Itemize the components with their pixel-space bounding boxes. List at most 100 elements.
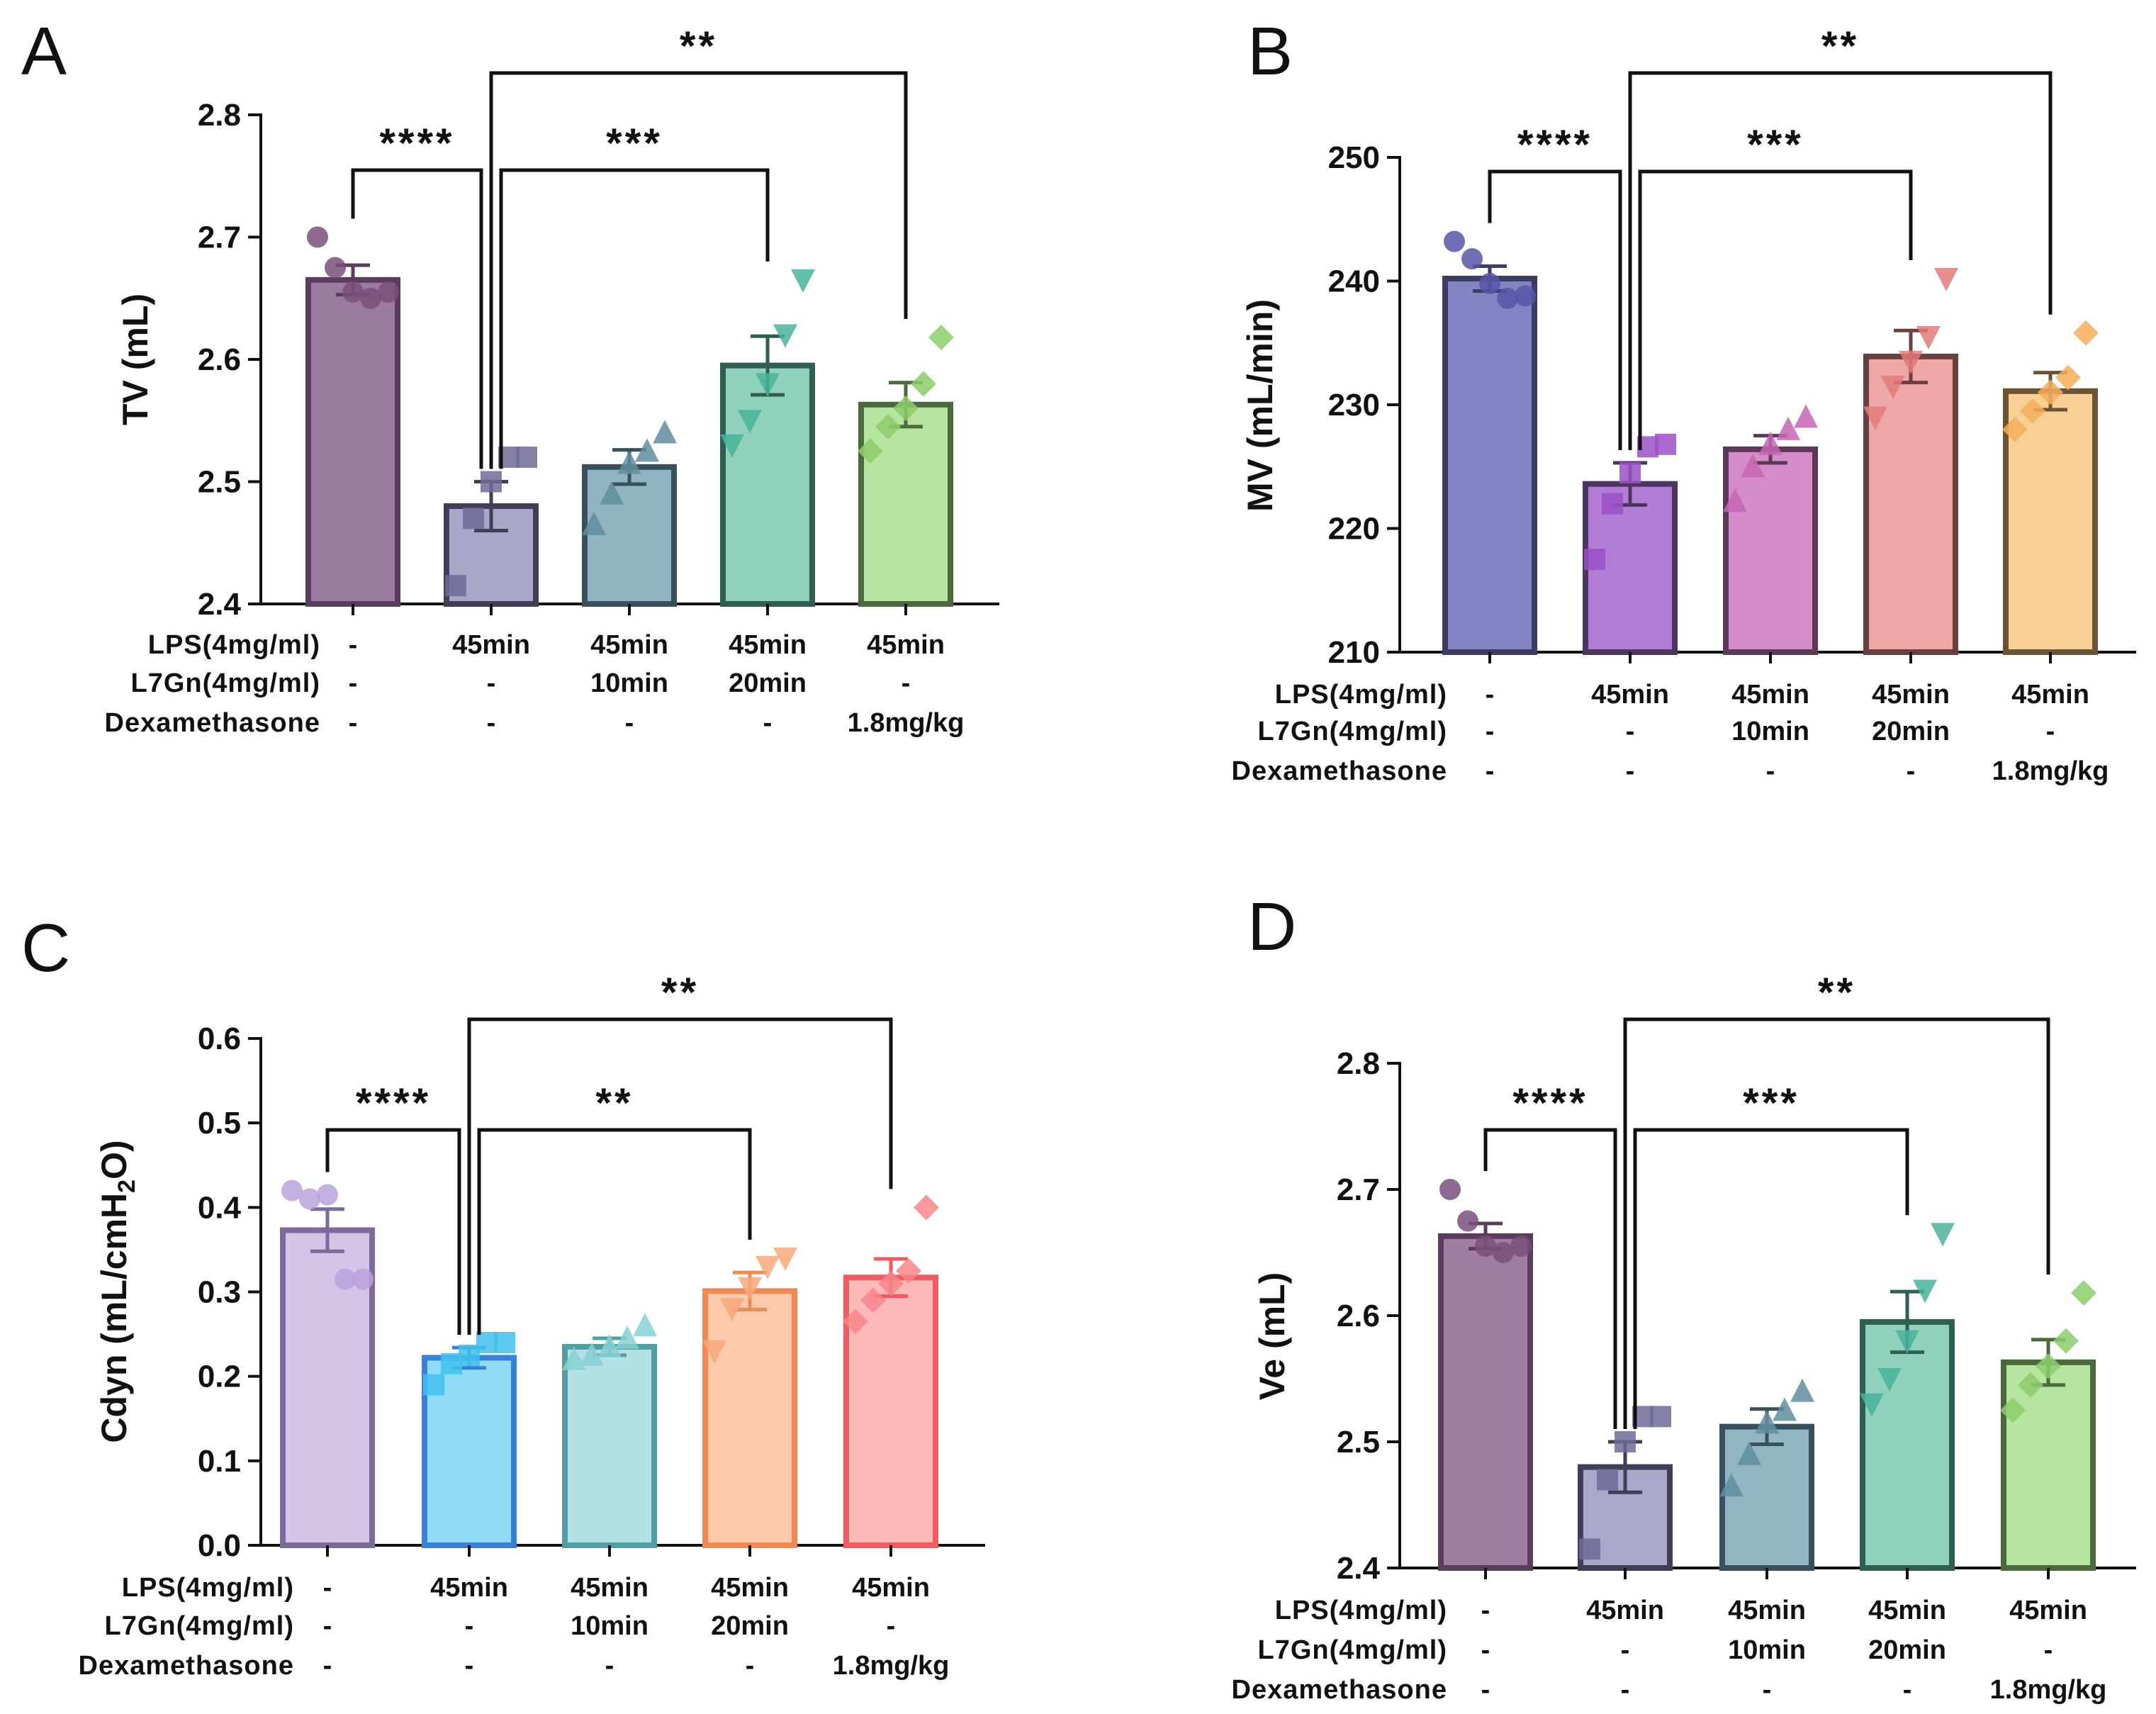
data-point (878, 1270, 904, 1296)
bracket-line (1483, 1128, 1617, 1429)
y-tick-label: 0.5 (198, 1106, 241, 1141)
y-tick-label: 0.1 (198, 1444, 241, 1479)
panel-b: BMV (mL/min)210220230240250---45min--45m… (1232, 13, 2136, 786)
bar-group-1: - - - (280, 1180, 375, 1681)
significance-label: ** (1818, 970, 1855, 1016)
condition-l7gn: 10min (1728, 1635, 1806, 1665)
data-point (1479, 272, 1500, 294)
condition-dexamethasone: - (1907, 756, 1916, 786)
data-point (1584, 549, 1605, 571)
condition-lps: - (1481, 1596, 1490, 1625)
condition-row-label: Dexamethasone (105, 708, 320, 738)
panel-letter: D (1247, 889, 1296, 965)
y-tick-label: 2.5 (1337, 1425, 1380, 1460)
condition-lps: 45min (1591, 680, 1669, 710)
bar (562, 1343, 657, 1549)
condition-dexamethasone: - (763, 708, 773, 738)
data-point (299, 1188, 320, 1210)
data-point (481, 471, 502, 493)
data-point (600, 481, 624, 505)
y-tick-label: 2.5 (198, 465, 241, 500)
data-point (653, 420, 677, 444)
y-tick-label: 240 (1328, 264, 1380, 299)
data-point (1439, 1179, 1461, 1200)
condition-dexamethasone: - (1903, 1675, 1912, 1705)
y-tick-label: 2.6 (198, 342, 241, 377)
data-point (2020, 398, 2045, 424)
data-point (1475, 1236, 1496, 1258)
bracket-line (477, 1128, 752, 1335)
condition-l7gn: - (487, 668, 496, 698)
panel-letter: C (21, 910, 70, 986)
condition-dexamethasone: - (1481, 1675, 1490, 1705)
condition-lps: 45min (852, 1573, 930, 1603)
bracket-line (499, 168, 770, 469)
data-point (720, 1298, 744, 1322)
y-tick-label: 0.3 (198, 1275, 241, 1310)
significance-label: **** (379, 121, 454, 167)
condition-dexamethasone: - (1486, 756, 1495, 786)
significance-label: ** (680, 23, 717, 69)
bar (858, 401, 953, 607)
data-point (1719, 1473, 1744, 1497)
data-point (738, 410, 762, 434)
data-point (633, 1313, 657, 1337)
data-point (463, 508, 484, 530)
y-axis-label: MV (mL/min) (1240, 299, 1280, 512)
data-point (928, 324, 954, 350)
condition-lps: 45min (1872, 680, 1950, 710)
data-point (2018, 1372, 2043, 1398)
data-point (860, 1287, 886, 1313)
data-point (2053, 1328, 2079, 1354)
data-point (1863, 406, 1887, 430)
y-axis-label: Ve (mL) (1252, 1272, 1292, 1401)
significance-label: ** (1821, 23, 1859, 69)
condition-row-label: Dexamethasone (1232, 756, 1447, 786)
data-point (1773, 1397, 1797, 1421)
condition-dexamethasone: - (746, 1651, 755, 1681)
y-tick-label: 2.4 (198, 587, 242, 622)
significance-bracket-1: **** (351, 121, 483, 469)
data-point (1741, 454, 1765, 478)
panel-letter: B (1247, 13, 1293, 89)
y-tick-label: 210 (1328, 635, 1380, 670)
condition-row-label: L7Gn(4mg/ml) (1258, 717, 1447, 746)
condition-dexamethasone: - (1621, 1675, 1630, 1705)
bar (305, 276, 400, 607)
significance-bracket-3: ** (1628, 23, 2053, 451)
data-point (896, 1258, 921, 1284)
data-point (635, 438, 659, 462)
data-point (1931, 1223, 1955, 1247)
condition-row-label: L7Gn(4mg/ml) (1258, 1635, 1447, 1665)
condition-lps: 45min (452, 630, 530, 660)
bar (1719, 1423, 1814, 1572)
condition-l7gn: 20min (1872, 717, 1950, 746)
condition-l7gn: - (2044, 1635, 2053, 1665)
bar-group-1: - - - (305, 226, 400, 738)
y-axis-label-subscript: 2 (113, 1180, 140, 1193)
significance-bracket-1: **** (1483, 1080, 1617, 1429)
significance-label: **** (356, 1080, 431, 1126)
bar-group-3: 45min 10min - (1719, 1378, 1814, 1705)
bar-group-2: 45min - - (422, 1332, 517, 1681)
data-point (494, 1332, 515, 1353)
condition-l7gn: - (1481, 1635, 1490, 1665)
data-point (1457, 1210, 1478, 1232)
y-axis-label-end: O) (94, 1140, 134, 1180)
condition-lps: 45min (2011, 680, 2089, 710)
data-point (2038, 379, 2063, 405)
condition-lps: - (323, 1573, 332, 1603)
bar (1442, 276, 1537, 655)
data-point (335, 1268, 356, 1290)
data-point (773, 324, 797, 348)
data-point (615, 1326, 639, 1350)
data-point (1723, 488, 1747, 512)
condition-lps: 45min (2009, 1596, 2087, 1625)
condition-l7gn: 10min (590, 668, 668, 698)
condition-l7gn: - (349, 668, 358, 698)
data-point (1934, 268, 1958, 292)
data-point (1619, 461, 1641, 483)
data-point (1860, 1393, 1884, 1417)
bar-group-5: 45min - 1.8mg/kg (1990, 1279, 2106, 1705)
data-point (858, 438, 883, 464)
